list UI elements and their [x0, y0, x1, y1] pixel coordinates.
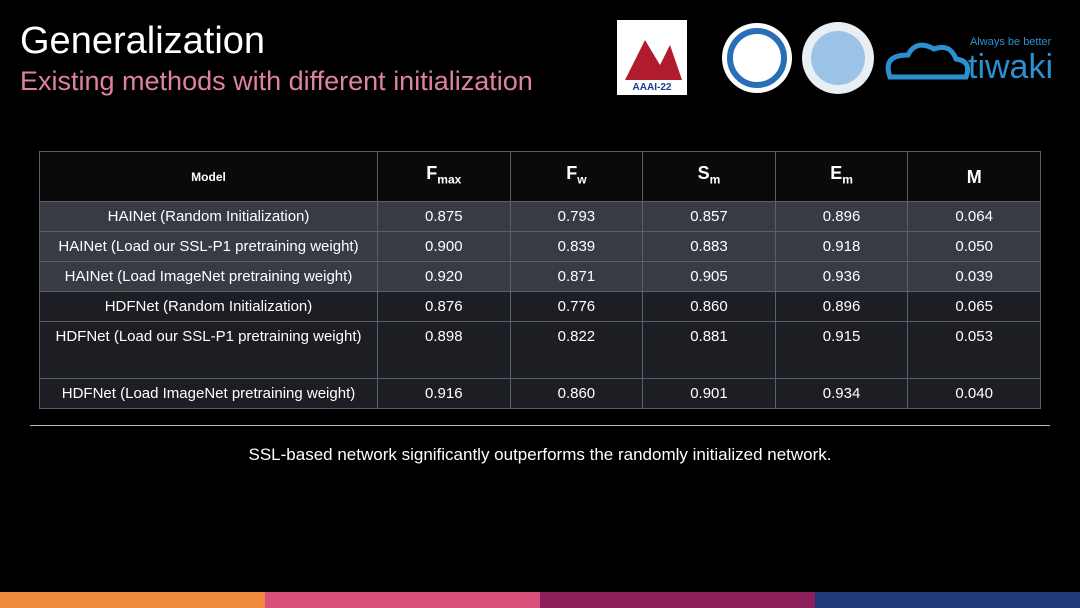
- conference-label: AAAI-22: [633, 82, 672, 93]
- brand-tagline: Always be better: [970, 36, 1052, 48]
- value-cell: 0.776: [509, 291, 644, 322]
- header-subscript: w: [577, 172, 587, 187]
- value-cell: 0.050: [907, 231, 1041, 262]
- table-row: HDFNet (Random Initialization) 0.876 0.776…: [39, 291, 1041, 322]
- results-table: Model Fmax Fw Sm Em M HAINet (Random Initiali…: [39, 151, 1041, 409]
- value-cell: 0.039: [907, 261, 1041, 292]
- value-cell: 0.040: [907, 378, 1041, 409]
- color-bar: [540, 592, 815, 608]
- table-row: HAINet (Random Initialization) 0.875 0.793…: [39, 201, 1041, 232]
- header-subscript: m: [842, 172, 853, 187]
- column-header: Model: [39, 151, 378, 202]
- logo-ring: [811, 31, 865, 85]
- column-header: M: [907, 151, 1041, 202]
- value-cell: 0.839: [509, 231, 644, 262]
- value-cell: 0.915: [774, 321, 909, 379]
- model-cell: HDFNet (Load ImageNet pretraining weight…: [39, 378, 378, 409]
- model-cell: HAINet (Load ImageNet pretraining weight…: [39, 261, 378, 292]
- header-main: F: [426, 163, 438, 184]
- table-row: HAINet (Load our SSL-P1 pretraining weig…: [39, 231, 1041, 262]
- value-cell: 0.857: [642, 201, 776, 232]
- value-cell: 0.876: [377, 291, 511, 322]
- model-cell: HAINet (Random Initialization): [39, 201, 378, 232]
- header-main: S: [697, 163, 710, 184]
- value-cell: 0.936: [774, 261, 909, 292]
- value-cell: 0.793: [509, 201, 644, 232]
- color-bar: [265, 592, 540, 608]
- value-cell: 0.883: [642, 231, 776, 262]
- color-bar: [0, 592, 265, 608]
- header-main: E: [830, 163, 843, 184]
- header-main: F: [566, 163, 578, 184]
- value-cell: 0.860: [509, 378, 644, 409]
- value-cell: 0.898: [377, 321, 511, 379]
- column-header: Sm: [642, 151, 776, 202]
- header-subscript: max: [437, 172, 462, 187]
- value-cell: 0.934: [774, 378, 909, 409]
- value-cell: 0.905: [642, 261, 776, 292]
- value-cell: 0.064: [907, 201, 1041, 232]
- column-header: Em: [774, 151, 909, 202]
- value-cell: 0.896: [774, 291, 909, 322]
- footer-note: SSL-based network significantly outperfo…: [248, 445, 832, 464]
- value-cell: 0.900: [377, 231, 511, 262]
- logo-shape: [625, 40, 682, 80]
- model-cell: HDFNet (Random Initialization): [39, 291, 378, 322]
- separator: [30, 425, 1050, 426]
- header-subscript: m: [709, 172, 721, 187]
- model-cell: HDFNet (Load our SSL-P1 pretraining weig…: [39, 321, 378, 379]
- value-cell: 0.065: [907, 291, 1041, 322]
- value-cell: 0.875: [377, 201, 511, 232]
- color-bar: [815, 592, 1080, 608]
- logos: AAAI-22 Always be better tiwaki: [617, 20, 1053, 95]
- brand-name: tiwaki: [968, 48, 1053, 86]
- column-header: Fw: [509, 151, 644, 202]
- model-cell: HAINet (Load our SSL-P1 pretraining weig…: [39, 231, 378, 262]
- value-cell: 0.916: [377, 378, 511, 409]
- subtitle: Existing methods with different initiali…: [20, 66, 533, 96]
- header-row: Model Fmax Fw Sm Em M: [39, 151, 1041, 202]
- title: Generalization: [20, 20, 266, 62]
- value-cell: 0.896: [774, 201, 909, 232]
- value-cell: 0.822: [509, 321, 644, 379]
- value-cell: 0.053: [907, 321, 1041, 379]
- value-cell: 0.901: [642, 378, 776, 409]
- cloud-icon: [885, 42, 971, 80]
- table-body: HAINet (Random Initialization) 0.875 0.793…: [39, 201, 1041, 409]
- table-row: HDFNet (Load our SSL-P1 pretraining weig…: [39, 321, 1041, 379]
- table-row: HAINet (Load ImageNet pretraining weight…: [39, 261, 1041, 292]
- logo-ring: [727, 28, 787, 88]
- value-cell: 0.918: [774, 231, 909, 262]
- header-main: M: [966, 166, 982, 187]
- value-cell: 0.860: [642, 291, 776, 322]
- table-row: HDFNet (Load ImageNet pretraining weight…: [39, 378, 1041, 409]
- value-cell: 0.920: [377, 261, 511, 292]
- column-header: Fmax: [377, 151, 511, 202]
- value-cell: 0.881: [642, 321, 776, 379]
- value-cell: 0.871: [509, 261, 644, 292]
- header-main: Model: [191, 169, 226, 184]
